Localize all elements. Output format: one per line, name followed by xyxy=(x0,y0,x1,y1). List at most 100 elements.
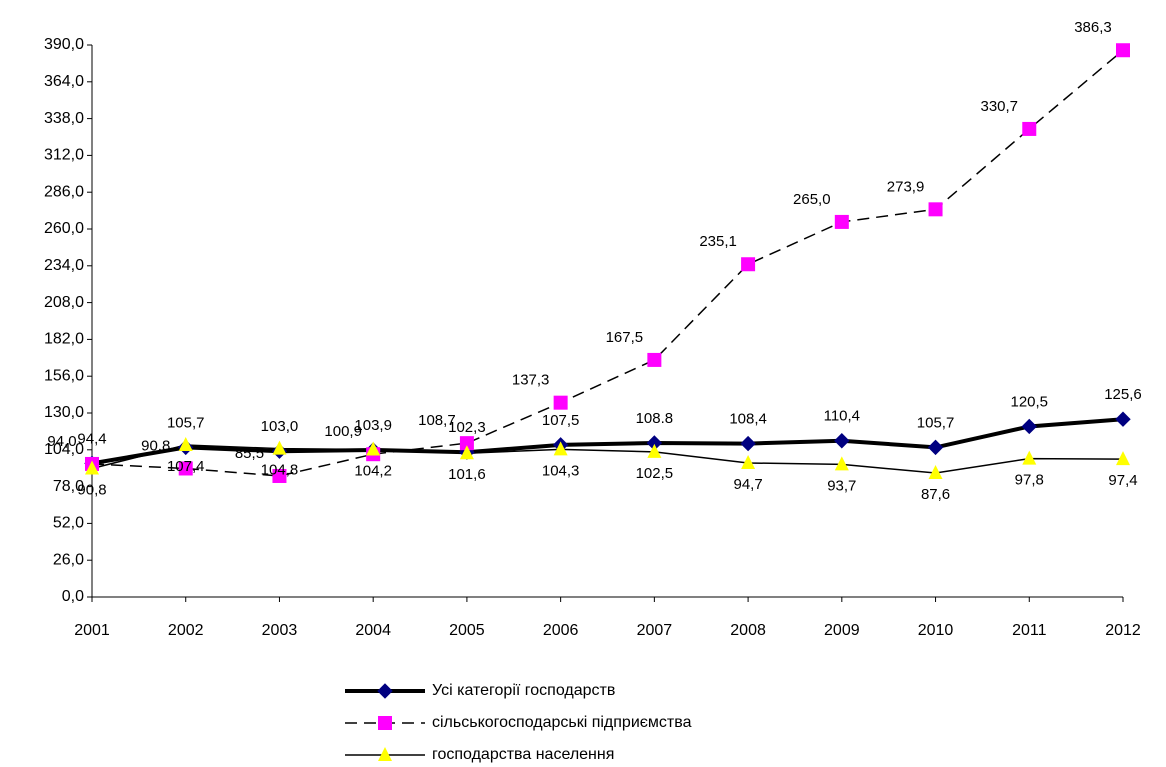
data-label: 330,7 xyxy=(980,98,1018,115)
marker-diamond xyxy=(1115,411,1131,427)
marker-square xyxy=(459,436,474,451)
data-label: 120,5 xyxy=(1010,393,1048,410)
data-label: 101,6 xyxy=(448,466,486,483)
marker-triangle xyxy=(378,747,392,761)
data-label: 102,3 xyxy=(448,419,486,436)
data-label: 103,0 xyxy=(261,418,299,435)
data-label: 104,8 xyxy=(261,462,299,479)
x-tick-label: 2011 xyxy=(1012,622,1047,639)
data-label: 110,4 xyxy=(824,408,860,425)
data-label: 107,4 xyxy=(167,458,205,475)
data-label: 104,2 xyxy=(354,462,392,479)
x-tick-label: 2006 xyxy=(543,622,579,639)
data-label: 104,3 xyxy=(542,462,580,479)
y-tick-label: 364,0 xyxy=(44,73,84,90)
marker-triangle xyxy=(459,445,474,460)
marker-square xyxy=(1116,43,1130,58)
marker-square xyxy=(647,352,662,367)
marker-diamond xyxy=(377,683,393,699)
data-label: 273,9 xyxy=(887,178,925,195)
x-tick-label: 2002 xyxy=(168,622,204,639)
y-tick-label: 286,0 xyxy=(44,183,84,200)
marker-triangle xyxy=(1116,451,1130,466)
data-label: 386,3 xyxy=(1074,19,1112,36)
data-label: 102,5 xyxy=(636,465,674,482)
y-tick-label: 182,0 xyxy=(44,331,84,348)
x-tick-label: 2003 xyxy=(262,622,298,639)
data-label: 97,8 xyxy=(1015,472,1044,489)
y-tick-label: 156,0 xyxy=(44,367,84,384)
marker-diamond xyxy=(1021,418,1037,435)
marker-triangle xyxy=(553,441,568,456)
data-label: 265,0 xyxy=(793,191,831,208)
marker-triangle xyxy=(647,443,662,458)
marker-diamond xyxy=(834,433,850,449)
data-label: 235,1 xyxy=(699,233,737,250)
y-tick-label: 104,0 xyxy=(44,441,84,458)
data-label: 108.8 xyxy=(636,410,674,427)
marker-triangle xyxy=(1022,450,1037,465)
data-label: 167,5 xyxy=(606,329,644,346)
y-tick-label: 78,0 xyxy=(53,478,84,495)
data-label: 90,8 xyxy=(141,437,170,454)
series-line xyxy=(91,49,1124,477)
marker-triangle xyxy=(834,456,849,471)
marker-square xyxy=(378,716,392,730)
x-tick-label: 2001 xyxy=(74,622,110,639)
marker-triangle xyxy=(928,465,943,480)
x-tick-label: 2008 xyxy=(730,622,766,639)
x-tick-label: 2012 xyxy=(1105,622,1141,639)
marker-square xyxy=(272,468,287,483)
y-tick-label: 26,0 xyxy=(53,551,84,568)
data-label: 90,8 xyxy=(77,481,106,498)
y-tick-label: 234,0 xyxy=(44,257,84,274)
x-tick-label: 2010 xyxy=(918,622,954,639)
legend-label: сільськогосподарські підприємства xyxy=(432,714,692,731)
marker-square xyxy=(928,202,943,217)
data-label: 85,5 xyxy=(235,445,264,462)
legend-label: Усі категорії господарств xyxy=(432,682,615,699)
series-line xyxy=(91,417,1124,466)
data-label: 107,5 xyxy=(542,412,580,429)
marker-square xyxy=(1022,121,1037,136)
data-label: 100,9 xyxy=(324,423,362,440)
series-line xyxy=(91,444,1124,474)
marker-triangle xyxy=(366,441,381,456)
data-label: 103,9 xyxy=(354,417,392,434)
y-tick-label: 312,0 xyxy=(44,147,84,164)
marker-diamond xyxy=(927,439,944,456)
marker-triangle xyxy=(85,460,99,475)
marker-diamond xyxy=(740,435,756,452)
data-label: 105,7 xyxy=(917,414,955,431)
data-label: 94,0 xyxy=(47,433,76,450)
legend-label: господарства населення xyxy=(432,746,614,763)
marker-square xyxy=(741,257,756,272)
data-label: 125,6 xyxy=(1104,386,1142,403)
y-tick-label: 390,0 xyxy=(44,36,84,53)
marker-square xyxy=(553,395,568,410)
y-tick-label: 52,0 xyxy=(53,515,84,532)
marker-triangle xyxy=(272,440,287,455)
marker-square xyxy=(834,214,849,229)
x-tick-label: 2009 xyxy=(824,622,860,639)
data-label: 97,4 xyxy=(1108,472,1137,489)
marker-triangle xyxy=(741,454,756,469)
y-tick-label: 0,0 xyxy=(62,588,84,605)
x-tick-label: 2004 xyxy=(355,622,391,639)
y-tick-label: 338,0 xyxy=(44,110,84,127)
data-label: 137,3 xyxy=(512,372,550,389)
data-label: 108,4 xyxy=(729,411,767,428)
data-label: 87,6 xyxy=(921,486,950,503)
y-tick-label: 130,0 xyxy=(44,404,84,421)
y-tick-label: 260,0 xyxy=(44,220,84,237)
marker-triangle xyxy=(178,436,193,451)
marker-square xyxy=(178,461,193,476)
data-label: 105,7 xyxy=(167,414,205,431)
data-label: 94,4 xyxy=(77,430,106,447)
data-label: 94,7 xyxy=(733,476,762,493)
x-tick-label: 2007 xyxy=(637,622,673,639)
data-label: 93,7 xyxy=(827,477,856,494)
data-label: 108,7 xyxy=(418,412,456,429)
x-tick-label: 2005 xyxy=(449,622,485,639)
